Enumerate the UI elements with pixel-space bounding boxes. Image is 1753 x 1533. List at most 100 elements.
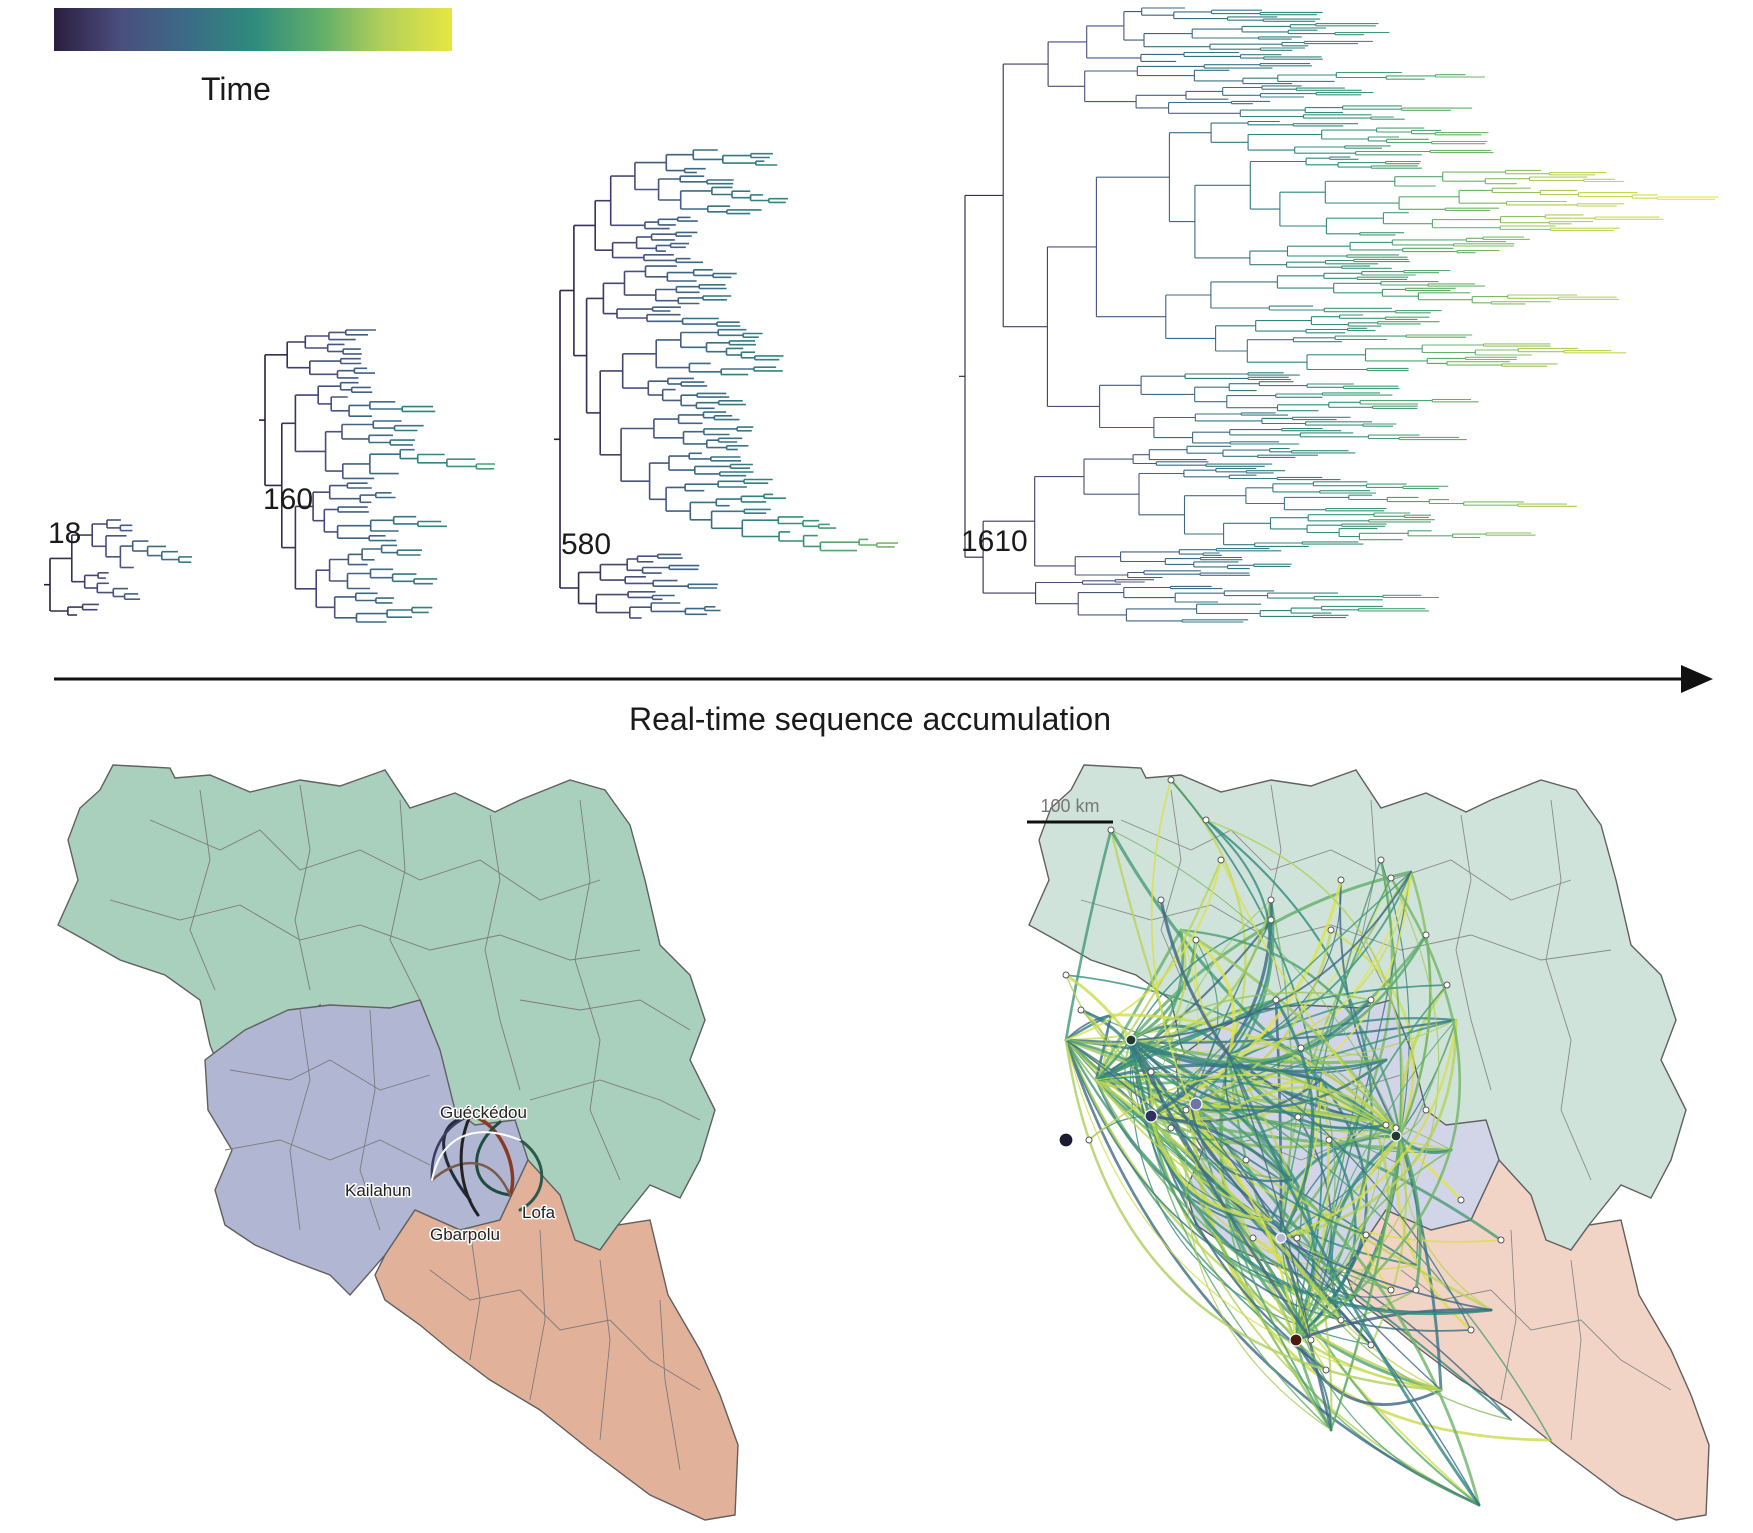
left-map: Guéckédou Kailahun Gbarpolu Lofa [57, 764, 739, 1521]
district-line [149, 819, 601, 901]
location-node [1467, 1326, 1475, 1334]
left-map-liberia-shape [374, 1158, 739, 1521]
district-line [529, 1079, 701, 1121]
migration-arc [1229, 1108, 1402, 1138]
migration-arc [1184, 1104, 1332, 1431]
location-node [1077, 1006, 1085, 1014]
district-line [574, 799, 621, 1181]
transition-arc [431, 1131, 521, 1181]
location-node [1422, 931, 1430, 939]
place-label-kailahun: Kailahun [345, 1181, 411, 1200]
district-line [1545, 799, 1592, 1181]
district-line [359, 1009, 381, 1231]
migration-arc [1228, 999, 1372, 1056]
hub-node [1058, 1132, 1074, 1148]
location-node [1307, 1336, 1315, 1344]
location-node [1267, 896, 1275, 904]
location-node [1327, 926, 1335, 934]
tree-580 [554, 149, 898, 619]
location-node [1422, 1106, 1430, 1114]
migration-arc [1229, 1086, 1402, 1138]
migration-arc [1227, 1053, 1481, 1507]
district-line [189, 789, 216, 991]
location-node [1297, 1044, 1305, 1052]
migration-arc [1380, 859, 1410, 1137]
district-line [294, 784, 311, 991]
location-node [1192, 936, 1200, 944]
migration-arc [1205, 819, 1404, 1137]
hub-node [1289, 1333, 1303, 1347]
migration-arc [1110, 829, 1401, 1137]
migration-arc [1228, 1054, 1387, 1069]
migration-arc [1130, 919, 1272, 1041]
migration-arc [1064, 858, 1223, 1042]
migration-arc [1064, 1038, 1443, 1392]
migration-arc [1064, 1038, 1375, 1122]
place-label-gbarpolu: Gbarpolu [430, 1225, 500, 1244]
migration-arc [1300, 1047, 1401, 1137]
migration-arc [1274, 998, 1315, 1240]
location-node [1337, 1316, 1345, 1324]
transition-arc [430, 1161, 512, 1197]
location-node [1377, 856, 1385, 864]
district-line [1500, 1229, 1517, 1401]
district-line [1570, 1259, 1582, 1441]
migration-arc [1189, 928, 1333, 1107]
district-line [1265, 784, 1282, 991]
time-arrow: Real-time sequence accumulation [54, 665, 1713, 737]
migration-arc [1204, 818, 1272, 1057]
migration-arc [1095, 1079, 1272, 1221]
migration-arc [1064, 973, 1133, 1042]
location-node [1497, 1236, 1505, 1244]
location-node [1412, 1286, 1420, 1294]
hub-node [1275, 1232, 1287, 1244]
location-node [1217, 856, 1225, 864]
right-map: 100 km [1027, 764, 1710, 1521]
tree-1610 [959, 7, 1718, 623]
right-map-liberia-shape [1345, 1158, 1710, 1521]
migration-arc [1064, 898, 1273, 1045]
district-line [224, 1139, 431, 1166]
location-node [1157, 896, 1165, 904]
migration-arc [1280, 1237, 1480, 1506]
location-node [1167, 1124, 1175, 1132]
district-line [1080, 899, 1612, 961]
hub-node [1390, 1130, 1402, 1142]
migration-arc [1399, 1135, 1492, 1311]
location-node [1062, 971, 1070, 979]
transition-arc [459, 1114, 480, 1217]
migration-arc [1109, 1013, 1402, 1138]
migration-arc [1190, 1104, 1442, 1391]
migration-arc [1179, 928, 1402, 1138]
tree-18 [44, 519, 192, 616]
district-line [484, 814, 521, 1091]
migration-arc [1280, 1237, 1492, 1311]
migration-arc [1227, 1053, 1333, 1432]
migration-arc [1279, 1018, 1458, 1240]
left-map-district-lines [109, 784, 701, 1471]
district-line [469, 1229, 481, 1361]
district-line [519, 999, 691, 1031]
district-line [659, 1299, 681, 1471]
location-node [1085, 1136, 1093, 1144]
migration-arc [1149, 878, 1343, 1118]
district-line [1120, 819, 1572, 901]
right-map-location-nodes [1058, 776, 1505, 1374]
district-line [229, 1059, 431, 1091]
tree-label-1610: 1610 [961, 525, 1028, 558]
migration-arc [1094, 1078, 1343, 1322]
migration-arc [1228, 871, 1412, 1056]
migration-arc [1064, 1038, 1493, 1312]
migration-arc [1088, 1073, 1401, 1141]
migration-arc [1295, 1019, 1457, 1341]
migration-arc [1227, 1053, 1375, 1122]
district-line [109, 899, 641, 961]
migration-arc [1228, 1054, 1312, 1341]
location-node [1392, 1124, 1400, 1132]
migration-arc [1130, 1039, 1367, 1236]
hub-node [1144, 1109, 1158, 1123]
tree-label-160: 160 [263, 483, 313, 516]
location-node [1249, 1234, 1257, 1242]
migration-arc [1129, 1038, 1313, 1342]
